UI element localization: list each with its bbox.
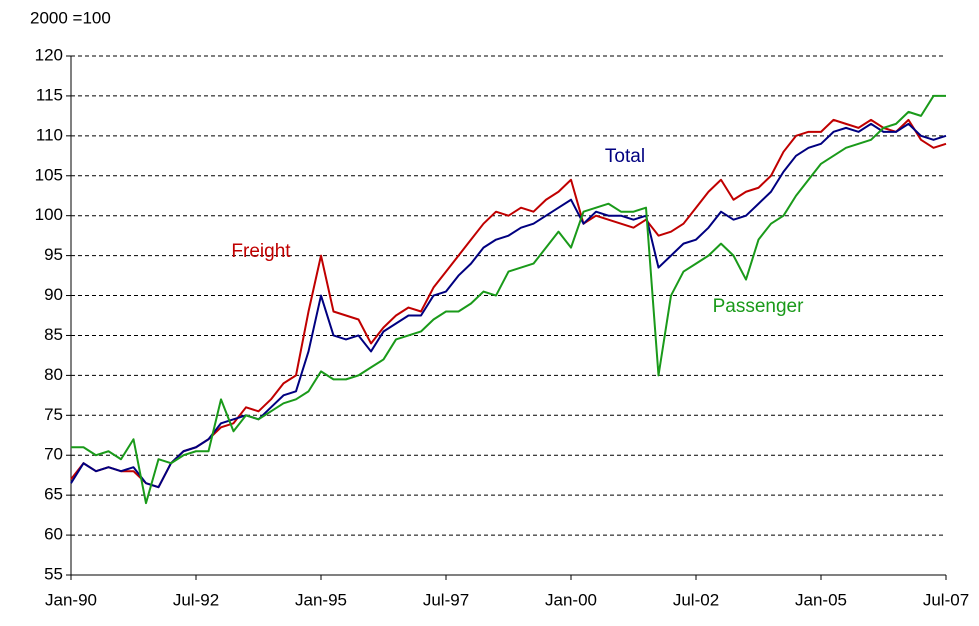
x-tick-label: Jul-02 (673, 590, 719, 609)
x-tick-label: Jan-95 (295, 590, 347, 609)
y-tick-label: 120 (35, 45, 63, 64)
y-tick-label: 105 (35, 165, 63, 184)
y-tick-label: 95 (44, 245, 63, 264)
y-tick-label: 70 (44, 445, 63, 464)
y-tick-label: 110 (36, 125, 63, 144)
series-label: Total (605, 146, 645, 167)
y-axis-label: 2000 =100 (30, 8, 111, 27)
series-line (70, 118, 947, 489)
y-tick-label: 85 (44, 325, 63, 344)
y-tick-label: 65 (44, 485, 63, 504)
x-tick-label: Jan-00 (545, 590, 597, 609)
x-tick-label: Jul-07 (923, 590, 969, 609)
x-tick-label: Jan-05 (795, 590, 847, 609)
y-tick-label: 90 (44, 285, 63, 304)
y-tick-label: 80 (44, 365, 63, 384)
x-tick-label: Jul-92 (173, 590, 219, 609)
x-tick-label: Jul-97 (423, 590, 469, 609)
series-label: Passenger (713, 296, 805, 317)
y-tick-label: 115 (36, 85, 63, 104)
series-line (70, 122, 947, 489)
series-label: Freight (231, 241, 291, 262)
y-tick-label: 55 (44, 564, 63, 583)
y-tick-label: 100 (35, 205, 63, 224)
series-line (71, 94, 946, 505)
x-tick-label: Jan-90 (45, 590, 97, 609)
y-tick-label: 60 (44, 525, 63, 544)
y-tick-label: 75 (44, 405, 63, 424)
